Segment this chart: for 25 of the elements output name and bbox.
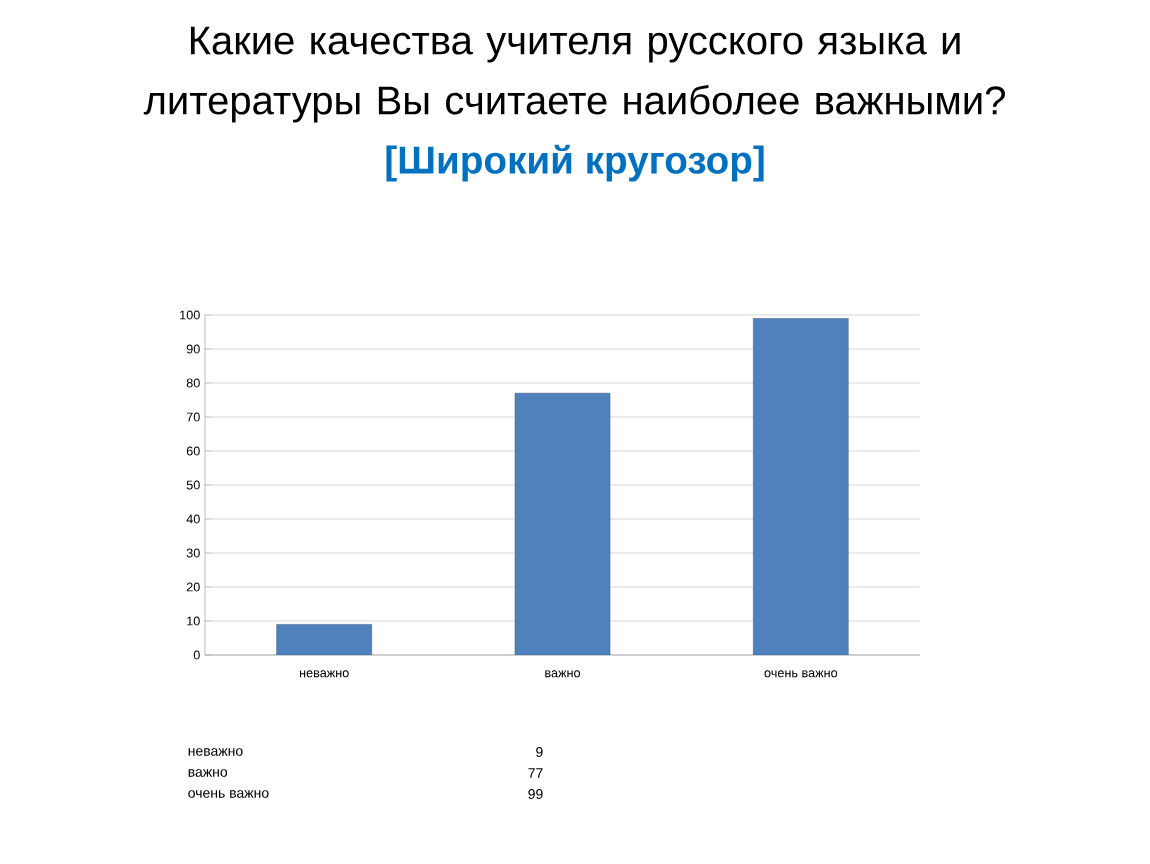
text: 77: [528, 768, 543, 778]
chart-subtitle: [Широкий кругозор]: [386, 144, 764, 182]
x-tick-label: очень важно: [764, 670, 838, 678]
bar: [753, 318, 849, 655]
y-tick-label: 60: [186, 446, 200, 456]
bar: [514, 392, 611, 655]
y-tick-label: 30: [186, 548, 200, 558]
y-tick-label: 20: [186, 582, 200, 592]
y-tick-label: 90: [186, 344, 200, 354]
chart-title: Какие качества учителя русского языка и литературы Вы считаете наиболее важными?: [143, 26, 1005, 123]
bar: [276, 624, 372, 655]
y-tick-label: 50: [186, 480, 200, 490]
text: неважно: [188, 748, 243, 756]
y-tick-label: 40: [186, 514, 200, 524]
text: важно: [188, 769, 228, 777]
text: 9: [536, 747, 543, 757]
x-tick-label: важно: [545, 670, 581, 678]
y-tick-label: 80: [186, 378, 200, 388]
y-tick-label: 0: [193, 650, 200, 660]
y-tick-label: 70: [186, 412, 200, 422]
x-tick-label: неважно: [299, 670, 349, 678]
y-tick-label: 10: [187, 616, 200, 626]
y-tick-label: 100: [180, 310, 200, 320]
text: очень важно: [188, 790, 269, 798]
text: 99: [528, 789, 543, 799]
